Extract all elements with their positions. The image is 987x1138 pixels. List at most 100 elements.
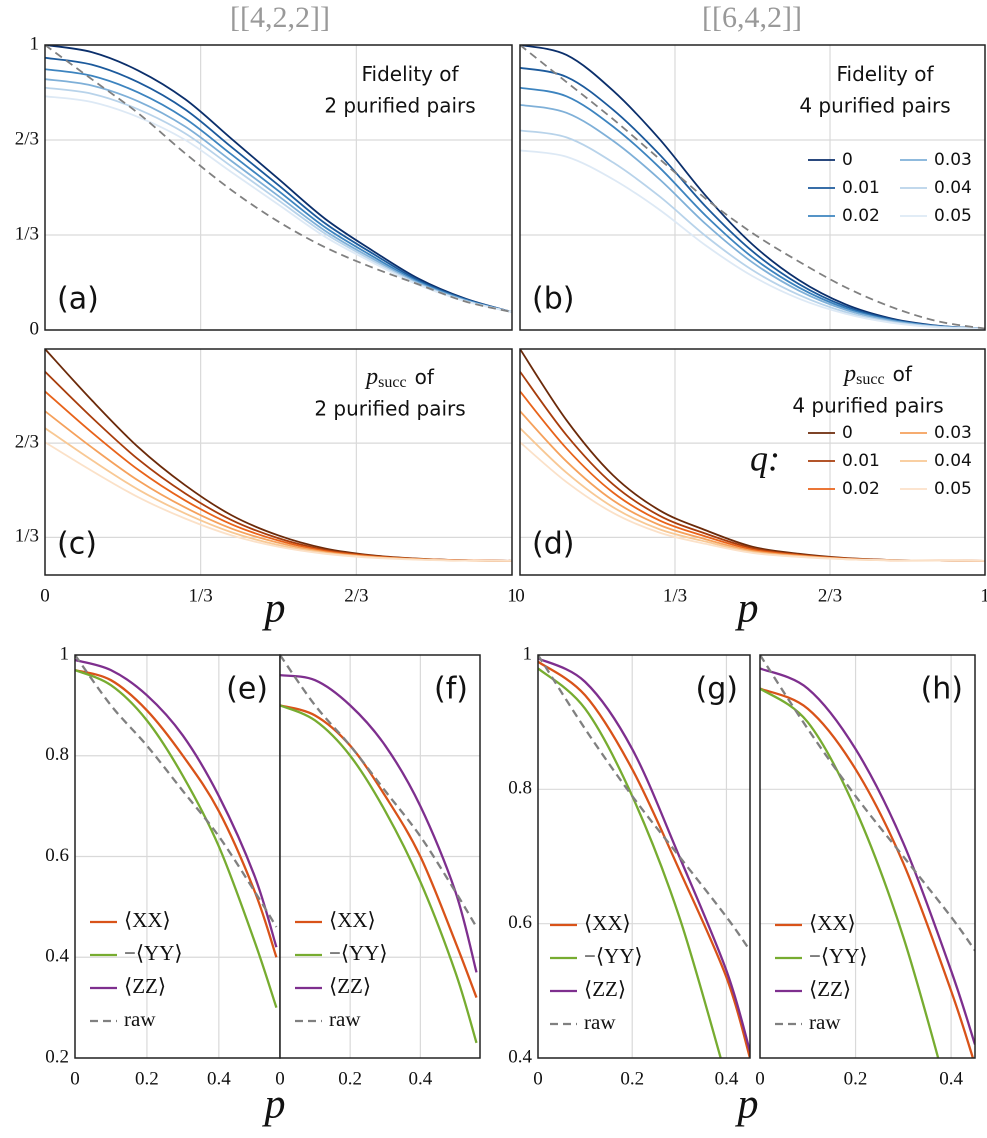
y-tick-label: 0 [30,318,40,339]
y-tick-label: 1 [523,643,533,664]
annotation: 2 purified pairs [314,397,465,421]
series-line [75,655,278,928]
x-tick-label: 1 [507,585,517,606]
legend-label: −⟨YY⟩ [329,941,388,965]
panel-label: (h) [921,672,963,707]
series-group [75,655,278,1008]
axes-frame [537,654,751,1059]
x-tick-label: 0 [515,585,525,606]
series-line [520,441,985,562]
annotation-text: of [893,362,913,386]
annotation: 4 purified pairs [799,94,950,118]
legend-label: 0 [842,150,853,170]
legend-label: 0.02 [842,479,880,499]
legend-label: 0 [842,423,853,443]
series-line [538,667,722,1058]
series-line [280,655,478,928]
y-tick-label: 0.4 [45,946,69,967]
legend-label: ⟨ZZ⟩ [124,974,166,998]
annotation-text: Fidelity of [361,62,459,86]
panel-title: [[6,4,2]] [702,1,802,34]
annotation-subscript: succ [378,374,406,391]
series-line [45,45,512,313]
legend-label: 0.05 [934,479,972,499]
x-tick-label: 0.4 [207,1068,231,1089]
series-line [45,441,512,562]
annotation: psucc of [842,361,913,388]
y-tick-label: 0.2 [45,1046,69,1067]
plot-area [760,655,975,1058]
legend-label: ⟨ZZ⟩ [809,977,851,1001]
legend-label: raw [584,1010,616,1034]
series-line [75,658,278,948]
annotation-symbol: p [364,364,378,390]
series-line [280,704,478,998]
series-group [45,45,512,313]
legend-label: −⟨YY⟩ [584,944,643,968]
annotation: psucc of [364,364,435,391]
x-tick-label: 0.2 [135,1068,159,1089]
series-group [760,655,975,1058]
series-line [280,674,478,973]
series-group [520,349,985,562]
panel-label: (d) [532,527,574,562]
y-tick-label: 1 [30,33,40,54]
series-line [45,56,512,313]
x-tick-label: 0 [40,585,50,606]
legend-label: ⟨XX⟩ [329,908,376,932]
series-line [760,687,940,1058]
x-axis-label: p [735,586,759,632]
series-line [75,668,278,958]
legend-label: −⟨YY⟩ [124,941,183,965]
y-tick-label: 1 [60,643,70,664]
series-line [520,45,985,330]
x-tick-label: 0.4 [715,1068,739,1089]
x-tick-label: 0 [533,1068,543,1089]
legend-label: 0.05 [934,206,972,226]
panel-label: (f) [434,672,468,707]
y-tick-label: 2/3 [15,432,39,453]
legend-label: ⟨XX⟩ [809,911,856,935]
panel-label: (e) [226,672,268,707]
legend-label: 0.04 [934,178,972,198]
legend-label: ⟨ZZ⟩ [584,977,626,1001]
legend-label: 0.01 [842,178,880,198]
x-tick-label: 0.2 [844,1068,868,1089]
x-tick-label: 0 [755,1068,765,1089]
x-tick-label: 0.4 [408,1068,432,1089]
legend-label: raw [124,1007,156,1031]
plot-area [45,45,512,330]
legend-title: q: [750,438,780,478]
x-axis-label: p [735,1082,759,1128]
annotation-symbol: p [842,361,856,387]
x-axis-label: p [262,1082,286,1128]
panel-label: (g) [696,672,738,707]
legend-label: raw [329,1007,361,1031]
x-axis-label: p [262,586,286,632]
legend-label: ⟨XX⟩ [584,911,631,935]
series-line [538,655,750,952]
y-tick-label: 1/3 [15,526,39,547]
y-tick-label: 0.4 [508,1046,532,1067]
panel-label: (b) [532,282,574,317]
legend-label: ⟨ZZ⟩ [329,974,371,998]
x-tick-label: 2/3 [818,585,842,606]
x-tick-label: 1 [980,585,987,606]
plot-area [538,655,750,1058]
series-line [520,149,985,330]
panel-label: (a) [57,282,99,317]
legend-label: ⟨XX⟩ [124,908,171,932]
x-tick-label: 0 [275,1068,285,1089]
y-tick-label: 0.8 [45,744,69,765]
series-line [760,687,975,1058]
annotation: 2 purified pairs [324,94,475,118]
series-line [45,45,512,313]
axes-frame [519,44,986,331]
y-tick-label: 0.8 [508,778,532,799]
legend-label: 0.03 [934,150,972,170]
x-tick-label: 0 [70,1068,80,1089]
series-line [760,667,975,1045]
annotation-text: Fidelity of [836,62,934,86]
legend-label: 0.03 [934,423,972,443]
